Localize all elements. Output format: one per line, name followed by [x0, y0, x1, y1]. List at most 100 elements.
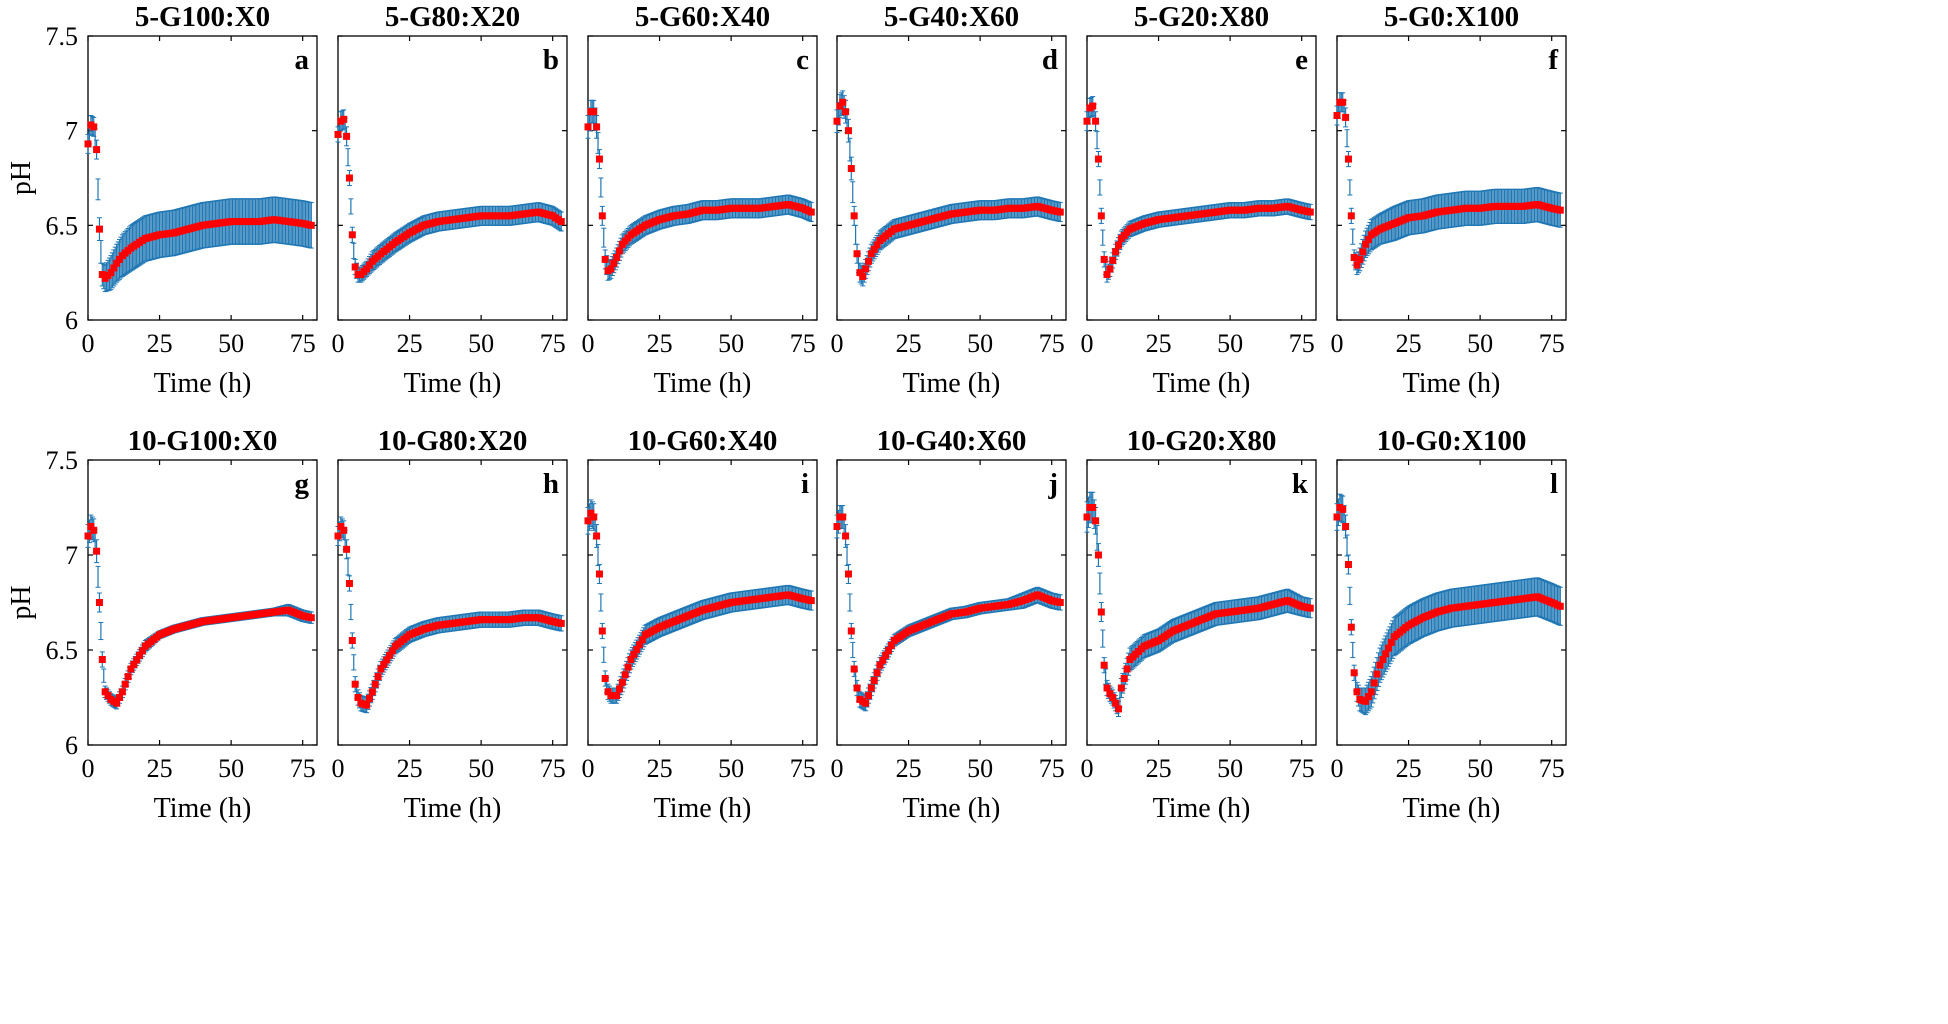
x-axis-label: Time (h)	[404, 793, 502, 824]
mean-marker	[121, 680, 129, 688]
x-tick-label: 50	[718, 754, 744, 783]
series-c	[584, 99, 815, 281]
x-tick-label: 25	[147, 754, 173, 783]
plot-area	[87, 459, 318, 746]
mean-marker	[340, 115, 348, 123]
x-tick-label: 25	[1146, 329, 1172, 358]
panel-letter: e	[1295, 44, 1308, 76]
panel-letter: a	[295, 44, 310, 76]
series-i	[584, 499, 815, 704]
mean-marker	[348, 637, 356, 644]
mean-marker	[351, 263, 359, 271]
mean-marker	[1083, 117, 1091, 125]
mean-marker	[363, 265, 371, 273]
mean-marker	[101, 688, 109, 696]
mean-marker	[343, 132, 351, 140]
mean-marker	[84, 532, 92, 540]
mean-marker	[1114, 241, 1122, 249]
mean-marker	[1306, 208, 1314, 216]
panel-d: 0 25 50 75 5-G40:X60 d Time (h)	[831, 1, 1067, 399]
mean-marker	[1339, 98, 1347, 106]
mean-marker	[862, 265, 870, 273]
mean-marker	[380, 660, 388, 668]
mean-marker	[95, 599, 103, 606]
x-tick-label: 0	[82, 754, 95, 783]
x-tick-label: 75	[290, 329, 316, 358]
panel-letter: b	[543, 44, 559, 76]
panel-title: 5-G60:X40	[635, 1, 770, 33]
x-tick-label: 0	[1081, 329, 1094, 358]
panel-letter: h	[543, 468, 559, 500]
mean-marker	[557, 619, 565, 627]
x-tick-label: 50	[218, 754, 244, 783]
mean-marker	[95, 225, 103, 233]
mean-marker	[351, 680, 359, 688]
mean-marker	[607, 265, 615, 273]
plot-area	[1336, 35, 1567, 321]
panel-letter: g	[295, 468, 310, 500]
panel-h: 0 25 50 75 10-G80:X20 h Time (h)	[332, 425, 568, 824]
mean-marker	[343, 545, 351, 553]
x-tick-label: 0	[582, 754, 595, 783]
mean-marker	[334, 532, 342, 540]
mean-marker	[307, 614, 315, 622]
mean-marker	[870, 245, 878, 253]
panel-a: 0 25 50 75 6 6.5 7 7.5 5-G100:X0 a Time (h) pH	[6, 1, 318, 399]
mean-marker	[337, 523, 345, 530]
mean-marker	[1350, 254, 1358, 262]
y-tick-label: 7.5	[46, 22, 79, 51]
x-tick-label: 75	[1289, 329, 1315, 358]
mean-marker	[345, 580, 353, 587]
x-tick-label: 0	[332, 754, 345, 783]
mean-marker	[130, 660, 138, 668]
plot-area	[1086, 35, 1317, 321]
mean-marker	[613, 254, 621, 262]
series-a	[84, 115, 315, 293]
mean-marker	[867, 250, 875, 258]
x-axis-label: Time (h)	[1153, 368, 1251, 399]
mean-marker	[115, 694, 123, 701]
panel-letter: d	[1042, 44, 1058, 76]
x-tick-label: 75	[540, 754, 566, 783]
mean-marker	[371, 680, 379, 688]
x-tick-label: 25	[647, 754, 673, 783]
panel-title: 10-G100:X0	[128, 425, 278, 457]
x-tick-label: 0	[582, 329, 595, 358]
mean-marker	[1362, 240, 1370, 248]
panel-title: 5-G40:X60	[884, 1, 1019, 33]
plot-area	[587, 35, 818, 321]
y-tick-label: 6.5	[46, 636, 79, 665]
panel-letter: f	[1548, 44, 1558, 76]
mean-marker	[807, 208, 815, 216]
mean-marker	[1353, 261, 1361, 269]
mean-marker	[601, 255, 609, 263]
x-tick-label: 50	[1467, 329, 1493, 358]
mean-marker	[856, 269, 864, 277]
mean-marker	[598, 212, 606, 220]
mean-marker	[610, 259, 618, 267]
panel-title: 10-G80:X20	[378, 425, 528, 457]
mean-marker	[1094, 155, 1102, 163]
x-axis-label: Time (h)	[1403, 368, 1501, 399]
mean-marker	[1359, 248, 1367, 256]
mean-marker	[348, 231, 356, 239]
mean-marker	[1556, 206, 1564, 214]
x-tick-label: 50	[718, 329, 744, 358]
x-tick-label: 25	[397, 754, 423, 783]
mean-marker	[110, 264, 118, 272]
mean-marker	[93, 146, 101, 154]
panel-f: 0 25 50 75 5-G0:X100 f Time (h)	[1331, 1, 1567, 399]
x-tick-label: 75	[790, 754, 816, 783]
plot-area	[337, 35, 568, 321]
mean-marker	[873, 241, 881, 249]
mean-marker	[334, 130, 342, 138]
mean-marker	[383, 656, 391, 664]
x-tick-label: 0	[332, 329, 345, 358]
mean-marker	[853, 250, 861, 258]
x-tick-label: 50	[1217, 329, 1243, 358]
panel-title: 5-G20:X80	[1134, 1, 1269, 33]
x-tick-label: 25	[1396, 329, 1422, 358]
mean-marker	[386, 651, 394, 659]
